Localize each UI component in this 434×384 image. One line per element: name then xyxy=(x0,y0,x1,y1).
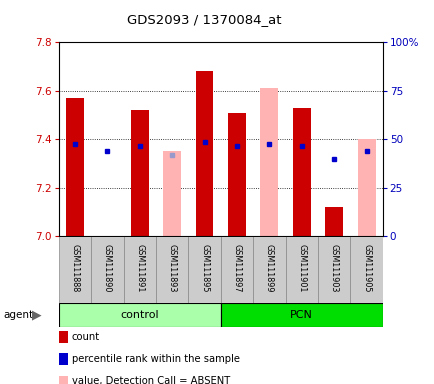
Bar xyxy=(131,110,148,236)
Bar xyxy=(156,236,188,303)
Bar xyxy=(220,236,253,303)
Text: GSM111899: GSM111899 xyxy=(264,244,273,293)
Bar xyxy=(260,88,278,236)
Bar xyxy=(227,113,245,236)
Text: GSM111897: GSM111897 xyxy=(232,244,241,293)
Bar xyxy=(292,108,310,236)
Text: GSM111891: GSM111891 xyxy=(135,244,144,293)
Text: agent: agent xyxy=(3,310,33,320)
Text: percentile rank within the sample: percentile rank within the sample xyxy=(72,354,239,364)
Bar xyxy=(59,236,91,303)
Text: GSM111888: GSM111888 xyxy=(70,244,79,293)
Text: value, Detection Call = ABSENT: value, Detection Call = ABSENT xyxy=(72,376,230,384)
Bar xyxy=(123,236,155,303)
Text: GSM111901: GSM111901 xyxy=(296,244,306,293)
Text: PCN: PCN xyxy=(289,310,312,320)
Bar xyxy=(285,236,317,303)
Bar xyxy=(59,303,220,327)
Text: GDS2093 / 1370084_at: GDS2093 / 1370084_at xyxy=(127,13,281,26)
Bar xyxy=(317,236,350,303)
Bar xyxy=(357,139,375,236)
Text: control: control xyxy=(120,310,159,320)
Bar xyxy=(220,303,382,327)
Bar xyxy=(325,207,342,236)
Text: GSM111903: GSM111903 xyxy=(329,244,338,293)
Bar xyxy=(350,236,382,303)
Bar xyxy=(188,236,220,303)
Text: GSM111890: GSM111890 xyxy=(102,244,112,293)
Bar xyxy=(91,236,123,303)
Bar xyxy=(66,98,84,236)
Text: GSM111895: GSM111895 xyxy=(200,244,209,293)
Bar xyxy=(163,151,181,236)
Bar xyxy=(195,71,213,236)
Text: count: count xyxy=(72,332,100,342)
Text: GSM111893: GSM111893 xyxy=(167,244,176,293)
Text: ▶: ▶ xyxy=(32,309,41,322)
Bar xyxy=(253,236,285,303)
Text: GSM111905: GSM111905 xyxy=(361,244,370,293)
